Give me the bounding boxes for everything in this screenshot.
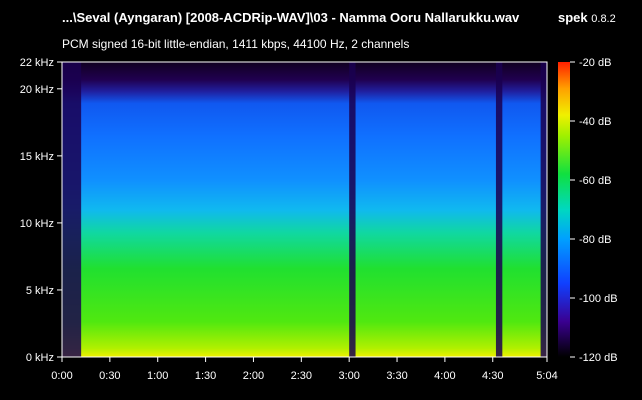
y-tick-label-5: 22 kHz	[20, 57, 54, 69]
quiet-segments	[62, 62, 547, 357]
quiet-segment-2	[495, 62, 503, 357]
x-tick-label-7: 3:30	[386, 370, 407, 382]
x-tick-label-8: 4:00	[434, 370, 455, 382]
x-tick-label-6: 3:00	[338, 370, 359, 382]
color-scale-bar	[558, 62, 570, 357]
file-title: ...\Seval (Ayngaran) [2008-ACDRip-WAV]\0…	[62, 10, 520, 25]
y-axis-ticks: 0 kHz 5 kHz 10 kHz 15 kHz 20 kHz 22 kHz	[20, 57, 62, 364]
y-tick-label-0: 0 kHz	[26, 352, 54, 364]
y-tick-label-1: 5 kHz	[26, 285, 54, 297]
db-tick-label-5: -120 dB	[579, 352, 618, 364]
quiet-segment-1	[349, 62, 356, 357]
x-axis-ticks: 0:00 0:30 1:00 1:30 2:00 2:30 3:00 3:30 4:00 4:30…	[51, 357, 558, 382]
app-brand: spek 0.8.2	[558, 10, 616, 25]
x-tick-label-5: 2:30	[291, 370, 312, 382]
audio-info: PCM signed 16-bit little-endian, 1411 kb…	[62, 37, 410, 51]
app-version: 0.8.2	[591, 13, 616, 25]
x-tick-label-2: 1:00	[147, 370, 168, 382]
y-tick-label-3: 15 kHz	[20, 151, 54, 163]
quiet-segment-3	[540, 62, 547, 357]
db-tick-label-4: -100 dB	[579, 293, 618, 305]
app-name: spek	[558, 10, 588, 25]
plot-frame	[61, 61, 548, 358]
y-tick-label-2: 10 kHz	[20, 218, 54, 230]
x-tick-label-3: 1:30	[195, 370, 216, 382]
spectrogram-area	[62, 62, 547, 357]
db-scale-ticks: -20 dB -40 dB -60 dB -80 dB -100 dB -120 dB	[570, 57, 618, 364]
x-tick-label-1: 0:30	[99, 370, 120, 382]
x-tick-label-0: 0:00	[51, 370, 72, 382]
x-tick-label-9: 4:30	[482, 370, 503, 382]
db-tick-label-3: -80 dB	[579, 234, 611, 246]
quiet-segment-0	[62, 62, 82, 357]
db-tick-label-1: -40 dB	[579, 116, 611, 128]
db-tick-label-2: -60 dB	[579, 175, 611, 187]
x-tick-label-10: 5:04	[536, 370, 557, 382]
db-tick-label-0: -20 dB	[579, 57, 611, 69]
x-tick-label-4: 2:00	[243, 370, 264, 382]
y-tick-label-4: 20 kHz	[20, 84, 54, 96]
